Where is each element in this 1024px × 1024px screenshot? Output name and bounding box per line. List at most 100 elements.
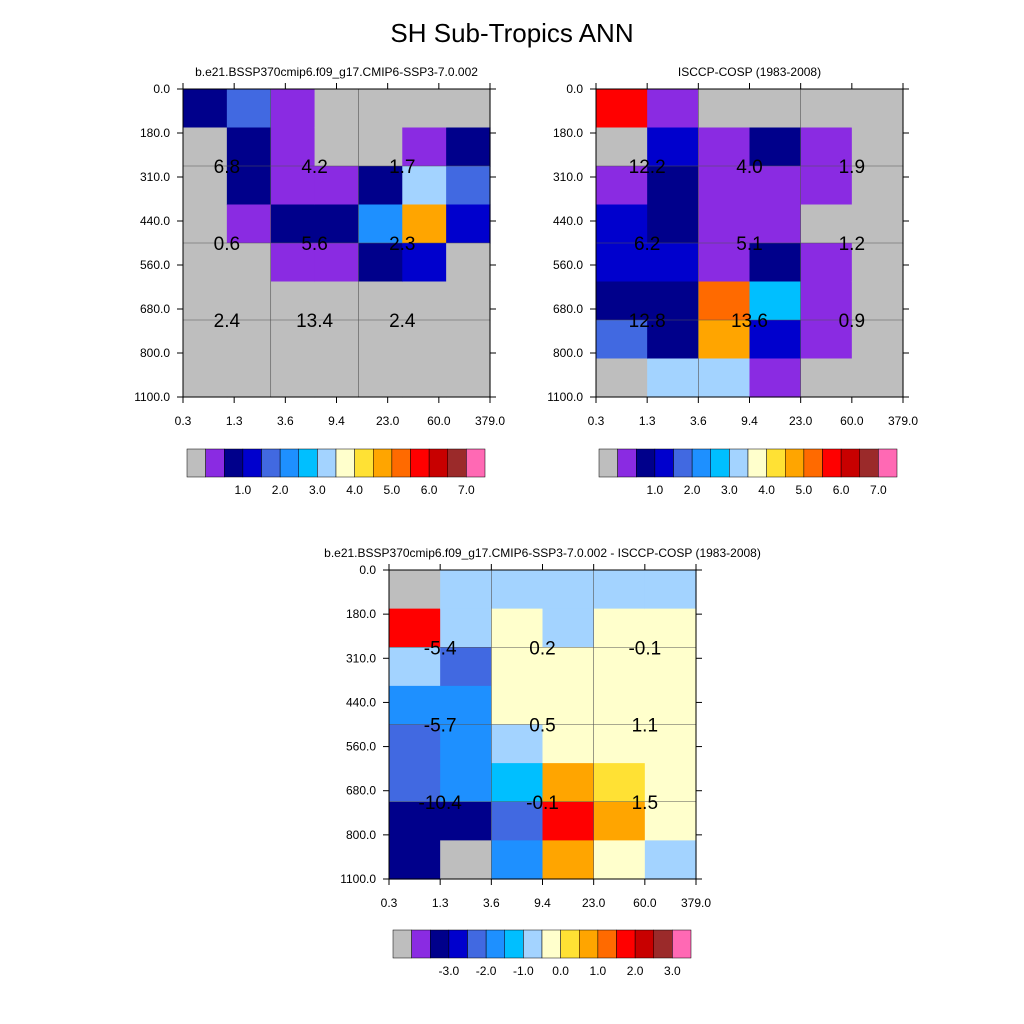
heatmap-cell [593,608,646,648]
heatmap-cell [749,320,802,360]
heatmap-cell [851,204,904,244]
heatmap-cell [644,685,697,726]
heatmap-cell [402,281,447,321]
colorbar-swatch [597,929,617,959]
colorbar-swatch [598,448,618,478]
colorbar-swatch [617,448,637,478]
colorbar-label: 4.0 [346,483,363,497]
cell-value-label: -5.7 [424,716,457,737]
y-tick-label: 180.0 [553,126,583,140]
cell-value-label: -0.1 [526,793,559,814]
x-tick-label: 1.3 [226,414,243,428]
colorbar-swatch [391,448,411,478]
heatmap-cell [270,320,316,360]
y-tick-label: 560.0 [346,740,376,754]
heatmap-cell [402,127,447,167]
figure-title: SH Sub-Tropics ANN [390,18,633,48]
heatmap-cell [698,243,751,283]
heatmap-cell [358,127,403,167]
heatmap-cell [402,320,447,360]
colorbar-label: 3.0 [721,483,738,497]
colorbar-label: 6.0 [421,483,438,497]
heatmap-cell [644,801,697,841]
heatmap-cell [542,724,595,764]
heatmap-cell [270,358,316,398]
colorbar-label: 3.0 [309,483,326,497]
y-tick-label: 680.0 [346,784,376,798]
colorbar-swatch [373,448,393,478]
x-tick-label: 3.6 [483,896,500,910]
heatmap-cell [446,127,491,167]
cell-value-label: 1.9 [839,157,865,178]
colorbar-swatch [878,448,898,478]
panel-title: b.e21.BSSP370cmip6.f09_g17.CMIP6-SSP3-7.… [324,546,761,560]
heatmap-cell [644,647,697,687]
cell-value-label: 1.7 [389,157,415,178]
heatmap-cell [389,840,441,880]
heatmap-cell [593,763,646,803]
x-tick-label: 9.4 [741,414,758,428]
heatmap-cell [389,801,441,841]
heatmap-cell [800,166,853,206]
cell-value-label: 12.2 [629,157,666,178]
heatmap-cell [851,243,904,283]
colorbar-swatch [523,929,543,959]
heatmap-cell [596,243,648,283]
y-tick-label: 440.0 [140,214,170,228]
heatmap-cell [644,763,697,803]
cell-value-label: 6.2 [634,234,660,255]
cell-value-label: 0.6 [214,234,240,255]
heatmap-cell [226,243,272,283]
heatmap-cell [647,320,699,360]
heatmap-cell [358,281,403,321]
cell-value-label: 4.0 [736,157,762,178]
heatmap-panel-3: b.e21.BSSP370cmip6.f09_g17.CMIP6-SSP3-7.… [324,546,761,978]
heatmap-cell [358,320,403,360]
colorbar-swatch [485,929,505,959]
cell-value-label: 2.4 [214,311,241,332]
heatmap-cell [402,243,447,283]
colorbar-swatch [205,448,225,478]
heatmap-cell [542,685,595,726]
panel-title: b.e21.BSSP370cmip6.f09_g17.CMIP6-SSP3-7.… [195,65,478,79]
heatmap-cell [800,243,853,283]
heatmap-cell [389,647,441,687]
heatmap-cell [644,724,697,764]
heatmap-cell [446,281,491,321]
x-tick-label: 379.0 [681,896,711,910]
y-tick-label: 310.0 [553,170,583,184]
colorbar-label: 1.0 [235,483,252,497]
heatmap-cell [698,166,751,206]
heatmap-cell [593,685,646,726]
y-tick-label: 680.0 [140,302,170,316]
heatmap-cell [270,166,316,206]
y-tick-label: 0.0 [153,82,170,96]
heatmap-cell [851,281,904,321]
heatmap-cell [542,647,595,687]
colorbar-swatch [430,929,450,959]
heatmap-cell [226,281,272,321]
cell-value-label: 2.3 [389,234,415,255]
heatmap-cell [314,358,360,398]
heatmap-cell [226,127,272,167]
colorbar-swatch [317,448,337,478]
colorbar-swatch [242,448,262,478]
heatmap-cell [183,166,228,206]
heatmap-cell [800,320,853,360]
colorbar-swatch [673,448,693,478]
x-tick-label: 23.0 [376,414,400,428]
colorbar-label: 4.0 [758,483,775,497]
heatmap-cell [596,89,648,129]
panel-title: ISCCP-COSP (1983-2008) [678,65,821,79]
heatmap-cell [226,166,272,206]
cell-value-label: 1.5 [632,793,658,814]
heatmap-cell [402,358,447,398]
colorbar-swatch [560,929,580,959]
heatmap-cell [647,127,699,167]
heatmap-cell [440,763,492,803]
heatmap-cell [851,127,904,167]
colorbar-swatch [279,448,299,478]
colorbar: -3.0 -2.0 -1.0 0.0 1.0 2.0 3.0 [392,929,692,978]
heatmap-cell [593,647,646,687]
